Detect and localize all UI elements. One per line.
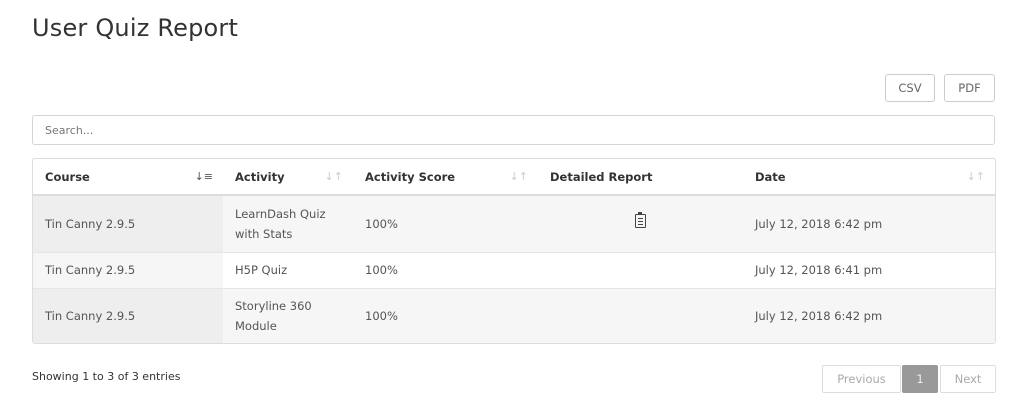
column-label: Activity Score [365,169,456,184]
entries-info: Showing 1 to 3 of 3 entries [32,370,181,383]
column-label: Date [755,169,786,184]
page-1-button[interactable]: 1 [902,365,938,393]
cell-score: 100% [353,251,538,288]
cell-course: Tin Canny 2.9.5 [33,251,223,288]
table-row: Tin Canny 2.9.5 Storyline 360 Module 100… [33,287,995,343]
cell-detailed-report [538,287,743,343]
sort-ascending-icon: ↓≡ [194,170,213,183]
column-header-date[interactable]: Date ↓↑ [743,159,995,196]
next-page-button[interactable]: Next [940,365,996,393]
cell-date: July 12, 2018 6:41 pm [743,251,995,288]
cell-activity: Storyline 360 Module [223,287,353,343]
clipboard-list-icon[interactable] [635,211,646,228]
cell-course: Tin Canny 2.9.5 [33,194,223,252]
table-row: Tin Canny 2.9.5 LearnDash Quiz with Stat… [33,194,995,252]
cell-activity: LearnDash Quiz with Stats [223,194,353,252]
cell-date: July 12, 2018 6:42 pm [743,194,995,252]
column-label: Activity [235,169,285,184]
column-header-activity-score[interactable]: Activity Score ↓↑ [353,159,538,196]
cell-detailed-report [538,194,743,252]
cell-course: Tin Canny 2.9.5 [33,287,223,343]
page-title: User Quiz Report [32,14,239,42]
quiz-report-table: Course ↓≡ Activity ↓↑ Activity Score ↓↑ Det… [32,158,996,344]
previous-page-button[interactable]: Previous [822,365,901,393]
cell-score: 100% [353,194,538,252]
cell-date: July 12, 2018 6:42 pm [743,287,995,343]
cell-activity: H5P Quiz [223,251,353,288]
pdf-export-button[interactable]: PDF [944,74,995,102]
sort-icon: ↓↑ [324,170,343,183]
column-label: Detailed Report [550,169,653,184]
column-label: Course [45,169,90,184]
cell-detailed-report [538,251,743,288]
column-header-detailed-report: Detailed Report [538,159,743,196]
column-header-activity[interactable]: Activity ↓↑ [223,159,353,196]
column-header-course[interactable]: Course ↓≡ [33,159,223,196]
csv-export-button[interactable]: CSV [885,74,935,102]
table-row: Tin Canny 2.9.5 H5P Quiz 100% July 12, 2… [33,251,995,288]
cell-score: 100% [353,287,538,343]
sort-icon: ↓↑ [966,170,985,183]
table-header-row: Course ↓≡ Activity ↓↑ Activity Score ↓↑ Det… [33,159,995,196]
sort-icon: ↓↑ [509,170,528,183]
search-input[interactable] [32,115,995,145]
